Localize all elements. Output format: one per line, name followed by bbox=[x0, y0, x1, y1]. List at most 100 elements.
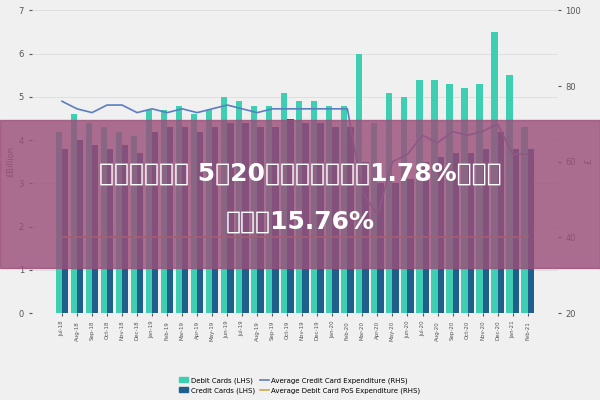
Average Credit Card Expenditure (RHS) bbox=[58, 99, 65, 104]
Average Debit Card PoS Expenditure (RHS) bbox=[269, 235, 276, 240]
Bar bbox=[236, 101, 242, 313]
Average Credit Card Expenditure (RHS) bbox=[179, 106, 186, 111]
Average Credit Card Expenditure (RHS) bbox=[148, 106, 155, 111]
Average Credit Card Expenditure (RHS) bbox=[359, 190, 366, 194]
Bar bbox=[92, 144, 98, 313]
Legend: Debit Cards (LHS), Credit Cards (LHS), Average Credit Card Expenditure (RHS), Av: Debit Cards (LHS), Credit Cards (LHS), A… bbox=[177, 374, 423, 396]
Average Debit Card PoS Expenditure (RHS) bbox=[479, 235, 486, 240]
Bar bbox=[386, 93, 392, 313]
Bar bbox=[362, 162, 369, 313]
Bar bbox=[221, 97, 227, 313]
Average Debit Card PoS Expenditure (RHS) bbox=[73, 235, 80, 240]
Bar bbox=[467, 153, 474, 313]
Bar bbox=[407, 179, 414, 313]
Average Debit Card PoS Expenditure (RHS) bbox=[164, 235, 171, 240]
Bar bbox=[377, 184, 384, 313]
Average Debit Card PoS Expenditure (RHS) bbox=[314, 235, 321, 240]
Bar bbox=[122, 144, 128, 313]
Average Debit Card PoS Expenditure (RHS) bbox=[88, 235, 95, 240]
Bar bbox=[272, 127, 278, 313]
Average Credit Card Expenditure (RHS) bbox=[299, 106, 306, 111]
Average Credit Card Expenditure (RHS) bbox=[404, 152, 411, 157]
Average Debit Card PoS Expenditure (RHS) bbox=[359, 235, 366, 240]
Bar bbox=[266, 106, 272, 313]
Bar bbox=[476, 84, 482, 313]
Average Debit Card PoS Expenditure (RHS) bbox=[344, 235, 351, 240]
Bar bbox=[416, 80, 422, 313]
Bar bbox=[341, 106, 347, 313]
Average Debit Card PoS Expenditure (RHS) bbox=[404, 235, 411, 240]
Bar bbox=[152, 132, 158, 313]
Average Debit Card PoS Expenditure (RHS) bbox=[254, 235, 261, 240]
Bar bbox=[302, 123, 308, 313]
Bar bbox=[401, 97, 407, 313]
Bar bbox=[251, 106, 257, 313]
Average Credit Card Expenditure (RHS) bbox=[194, 110, 201, 115]
Average Debit Card PoS Expenditure (RHS) bbox=[389, 235, 396, 240]
Bar bbox=[521, 127, 527, 313]
Average Credit Card Expenditure (RHS) bbox=[449, 129, 456, 134]
Average Credit Card Expenditure (RHS) bbox=[464, 133, 471, 138]
Average Debit Card PoS Expenditure (RHS) bbox=[103, 235, 110, 240]
Bar bbox=[107, 149, 113, 313]
Bar bbox=[311, 101, 317, 313]
Bar bbox=[197, 132, 203, 313]
Bar bbox=[131, 136, 137, 313]
Bar bbox=[62, 149, 68, 313]
Average Debit Card PoS Expenditure (RHS) bbox=[179, 235, 186, 240]
Bar bbox=[527, 149, 534, 313]
Average Debit Card PoS Expenditure (RHS) bbox=[133, 235, 140, 240]
Bar bbox=[332, 127, 338, 313]
Bar bbox=[392, 184, 399, 313]
Average Credit Card Expenditure (RHS) bbox=[239, 106, 246, 111]
Bar bbox=[137, 153, 143, 313]
Bar bbox=[452, 153, 459, 313]
Bar bbox=[347, 127, 354, 313]
Average Debit Card PoS Expenditure (RHS) bbox=[118, 235, 125, 240]
Bar bbox=[257, 127, 263, 313]
Bar bbox=[326, 106, 332, 313]
Bar bbox=[71, 114, 77, 313]
Y-axis label: £Billion: £Billion bbox=[7, 146, 16, 177]
Text: 炒股资金杠杆 5月20日金铜转债上涨1.78%，转股: 炒股资金杠杆 5月20日金铜转债上涨1.78%，转股 bbox=[98, 162, 502, 186]
Bar bbox=[56, 132, 62, 313]
Average Credit Card Expenditure (RHS) bbox=[118, 103, 125, 108]
Line: Average Credit Card Expenditure (RHS): Average Credit Card Expenditure (RHS) bbox=[62, 101, 527, 215]
Bar bbox=[422, 162, 429, 313]
Bar bbox=[242, 123, 248, 313]
Average Credit Card Expenditure (RHS) bbox=[374, 212, 381, 217]
Text: 溢价率15.76%: 溢价率15.76% bbox=[226, 210, 374, 234]
Average Debit Card PoS Expenditure (RHS) bbox=[148, 235, 155, 240]
Average Debit Card PoS Expenditure (RHS) bbox=[299, 235, 306, 240]
Average Debit Card PoS Expenditure (RHS) bbox=[419, 235, 426, 240]
Average Credit Card Expenditure (RHS) bbox=[284, 106, 291, 111]
Average Debit Card PoS Expenditure (RHS) bbox=[524, 235, 531, 240]
Bar bbox=[167, 127, 173, 313]
Bar bbox=[101, 127, 107, 313]
Bar bbox=[317, 123, 323, 313]
Average Credit Card Expenditure (RHS) bbox=[73, 106, 80, 111]
Average Credit Card Expenditure (RHS) bbox=[494, 122, 501, 126]
Average Credit Card Expenditure (RHS) bbox=[509, 152, 516, 157]
Bar bbox=[206, 110, 212, 313]
Bar bbox=[512, 149, 519, 313]
Average Credit Card Expenditure (RHS) bbox=[224, 103, 231, 108]
Bar bbox=[356, 54, 362, 313]
Bar bbox=[482, 149, 489, 313]
Average Credit Card Expenditure (RHS) bbox=[164, 110, 171, 115]
Bar bbox=[176, 106, 182, 313]
Bar bbox=[437, 158, 444, 313]
Average Debit Card PoS Expenditure (RHS) bbox=[509, 235, 516, 240]
Average Debit Card PoS Expenditure (RHS) bbox=[449, 235, 456, 240]
Bar bbox=[446, 84, 452, 313]
Average Debit Card PoS Expenditure (RHS) bbox=[494, 235, 501, 240]
Average Debit Card PoS Expenditure (RHS) bbox=[58, 235, 65, 240]
Average Credit Card Expenditure (RHS) bbox=[344, 106, 351, 111]
Average Debit Card PoS Expenditure (RHS) bbox=[284, 235, 291, 240]
Bar bbox=[461, 88, 467, 313]
Bar bbox=[86, 123, 92, 313]
Bar bbox=[146, 110, 152, 313]
Average Debit Card PoS Expenditure (RHS) bbox=[194, 235, 201, 240]
Bar bbox=[371, 123, 377, 313]
Average Debit Card PoS Expenditure (RHS) bbox=[239, 235, 246, 240]
